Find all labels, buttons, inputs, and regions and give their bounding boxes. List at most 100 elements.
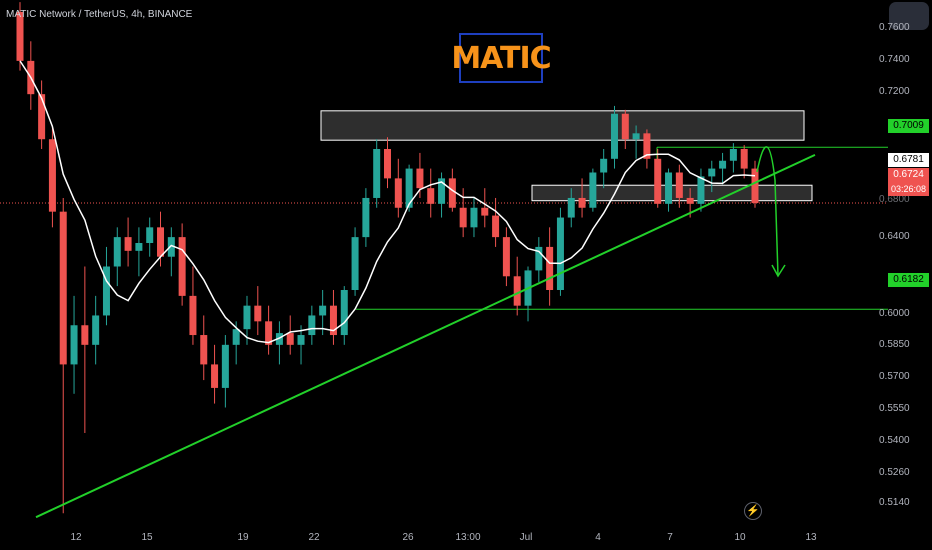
- candle-body: [102, 266, 110, 316]
- candle-body: [459, 207, 467, 228]
- candle-body: [157, 227, 165, 257]
- candle-body: [556, 217, 564, 290]
- price-tick-label: 0.5550: [879, 403, 910, 414]
- time-tick-label: 13:00: [455, 532, 481, 543]
- resistance-price-label: 0.7009: [888, 119, 929, 133]
- ma-price-label: 0.6781: [888, 153, 929, 167]
- candle-body: [589, 172, 597, 208]
- candle-body: [610, 113, 618, 159]
- candle-body: [135, 243, 143, 251]
- candle-body: [48, 139, 56, 212]
- candle-body: [38, 94, 46, 140]
- candle-body: [686, 197, 694, 204]
- price-tick-label-partial: 0.6800: [879, 194, 910, 205]
- resistance-zone: [320, 110, 805, 141]
- candle-body: [708, 168, 716, 177]
- candle-body: [221, 344, 229, 388]
- candle-body: [492, 215, 500, 238]
- candle-body: [232, 329, 240, 345]
- price-tick-label: 0.5140: [879, 497, 910, 508]
- countdown-label: 03:26:08: [888, 182, 929, 196]
- price-tick-label: 0.6000: [879, 308, 910, 319]
- candle-body: [416, 168, 424, 189]
- lightning-icon[interactable]: ⚡: [744, 502, 762, 520]
- candle-body: [329, 305, 337, 336]
- time-tick-label: 19: [237, 532, 249, 543]
- candle-body: [373, 149, 381, 198]
- candle-body: [405, 168, 413, 208]
- candle-body: [124, 237, 132, 251]
- candle-body: [394, 178, 402, 208]
- time-tick-label: 12: [70, 532, 82, 543]
- candle-body: [675, 172, 683, 198]
- candle-body: [81, 325, 89, 345]
- candle-body: [211, 364, 219, 388]
- candle-body: [308, 315, 316, 336]
- candle-body: [546, 246, 554, 290]
- candle-body: [470, 207, 478, 228]
- price-tick-label: 0.6400: [879, 231, 910, 242]
- candle-body: [146, 227, 154, 243]
- candle-body: [438, 178, 446, 204]
- candle-body: [113, 237, 121, 267]
- candle-body: [448, 178, 456, 208]
- candle-body: [654, 158, 662, 204]
- moving-average-line: [19, 60, 756, 344]
- candle-body: [719, 160, 727, 169]
- projection-arrowhead: [771, 264, 786, 278]
- candle-body: [178, 237, 186, 296]
- candle-body: [254, 305, 262, 322]
- title-badge-text: MATIC: [451, 40, 551, 76]
- time-tick-label: 7: [667, 532, 673, 543]
- candle-body: [275, 333, 283, 345]
- candle-body: [632, 133, 640, 140]
- candle-body: [740, 149, 748, 169]
- candle-body: [243, 305, 251, 330]
- candle-body: [59, 211, 67, 365]
- candle-body: [70, 325, 78, 365]
- candle-body: [297, 335, 305, 345]
- candle-body: [729, 149, 737, 161]
- candle-body: [751, 168, 759, 204]
- candle-body: [502, 237, 510, 277]
- price-tick-label: 0.5850: [879, 339, 910, 350]
- time-tick-label: 26: [402, 532, 414, 543]
- price-tick-label: 0.7400: [879, 54, 910, 65]
- time-tick-label: 10: [734, 532, 746, 543]
- candle-body: [167, 237, 175, 257]
- candle-body: [286, 333, 294, 345]
- candle-body: [16, 11, 24, 61]
- candle-body: [643, 133, 651, 159]
- symbol-header: MATIC Network / TetherUS, 4h, BINANCE: [6, 9, 193, 20]
- time-tick-label: Jul: [519, 532, 533, 543]
- target-price-label: 0.6182: [888, 273, 929, 287]
- candle-body: [481, 207, 489, 216]
- candle-body: [200, 335, 208, 365]
- candle-body: [340, 290, 348, 336]
- candle-body: [600, 158, 608, 173]
- time-tick-label: 15: [141, 532, 153, 543]
- candle-body: [621, 113, 629, 140]
- price-tick-label: 0.5700: [879, 371, 910, 382]
- title-badge: MATIC: [451, 33, 552, 83]
- candle-body: [362, 197, 370, 238]
- candle-body: [567, 197, 575, 218]
- ascending-trendline: [35, 153, 816, 519]
- candle-body: [513, 276, 521, 306]
- candle-body: [265, 321, 273, 345]
- time-tick-label: 22: [308, 532, 320, 543]
- price-tick-label: 0.5400: [879, 435, 910, 446]
- last-price-label: 0.6724: [888, 168, 929, 182]
- candle-body: [189, 295, 197, 336]
- candle-body: [665, 172, 673, 204]
- candle-body: [351, 237, 359, 290]
- candle-body: [697, 176, 705, 204]
- time-tick-label: 4: [595, 532, 601, 543]
- price-tick-label: 0.7600: [879, 22, 910, 33]
- time-tick-label: 13: [805, 532, 817, 543]
- candle-body: [578, 197, 586, 208]
- chart-settings-button[interactable]: [889, 2, 929, 30]
- price-tick-label: 0.7200: [879, 86, 910, 97]
- candle-body: [384, 149, 391, 179]
